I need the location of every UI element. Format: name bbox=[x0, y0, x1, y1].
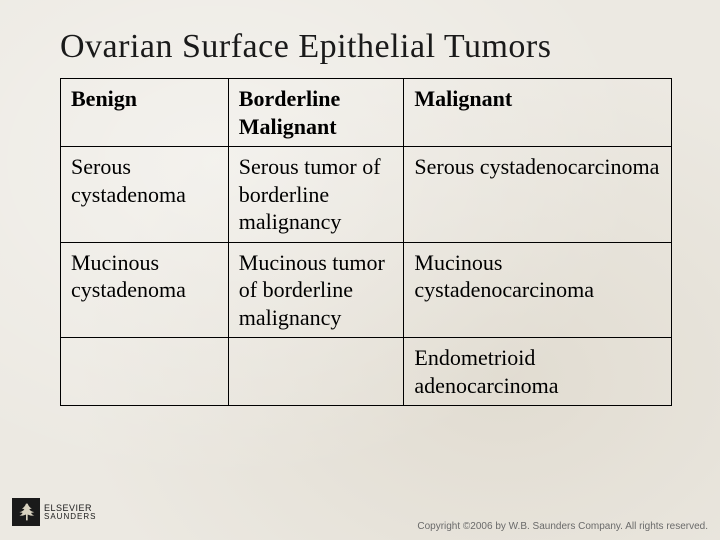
publisher-logo: ELSEVIER SAUNDERS bbox=[12, 498, 96, 526]
col-header-malignant: Malignant bbox=[404, 79, 672, 147]
table-row: Endometrioid adenocarcinoma bbox=[61, 338, 672, 406]
cell: Serous cystadenoma bbox=[61, 147, 229, 243]
cell: Serous tumor of borderline malignancy bbox=[228, 147, 404, 243]
table-row: Serous cystadenoma Serous tumor of borde… bbox=[61, 147, 672, 243]
publisher-name: ELSEVIER SAUNDERS bbox=[44, 504, 96, 521]
cell: Mucinous tumor of borderline malignancy bbox=[228, 242, 404, 338]
cell: Endometrioid adenocarcinoma bbox=[404, 338, 672, 406]
table-header-row: Benign Borderline Malignant Malignant bbox=[61, 79, 672, 147]
page-title: Ovarian Surface Epithelial Tumors bbox=[60, 28, 680, 66]
tumor-table: Benign Borderline Malignant Malignant Se… bbox=[60, 78, 672, 406]
cell: Mucinous cystadenoma bbox=[61, 242, 229, 338]
elsevier-tree-icon bbox=[12, 498, 40, 526]
slide-content: Ovarian Surface Epithelial Tumors Benign… bbox=[0, 0, 720, 406]
copyright-text: Copyright ©2006 by W.B. Saunders Company… bbox=[417, 521, 708, 532]
cell bbox=[61, 338, 229, 406]
col-header-borderline: Borderline Malignant bbox=[228, 79, 404, 147]
table-row: Mucinous cystadenoma Mucinous tumor of b… bbox=[61, 242, 672, 338]
cell bbox=[228, 338, 404, 406]
cell: Mucinous cystadenocarcinoma bbox=[404, 242, 672, 338]
cell: Serous cystadenocarcinoma bbox=[404, 147, 672, 243]
col-header-benign: Benign bbox=[61, 79, 229, 147]
